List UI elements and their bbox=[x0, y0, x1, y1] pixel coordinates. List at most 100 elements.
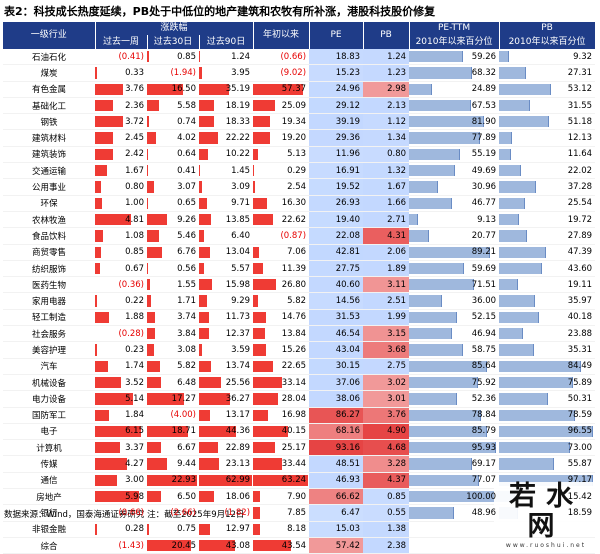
cell-week: 3.00 bbox=[95, 472, 147, 488]
cell-ytd: 57.37 bbox=[253, 81, 309, 97]
cell-value: 0.33 bbox=[125, 68, 144, 78]
industry-name: 公用事业 bbox=[3, 179, 95, 195]
cell-value: 44.36 bbox=[226, 426, 250, 436]
cell-value: 27.31 bbox=[568, 68, 592, 78]
cell-pb: 1.24 bbox=[363, 49, 409, 65]
cell-value: 1.67 bbox=[125, 166, 144, 176]
change-bar bbox=[253, 149, 257, 160]
change-bar bbox=[95, 67, 97, 78]
cell-d30: 5.58 bbox=[147, 97, 199, 113]
industry-name: 国防军工 bbox=[3, 407, 95, 423]
cell-pb-pct: 27.89 bbox=[499, 228, 595, 244]
cell-pb-pct: 75.89 bbox=[499, 374, 595, 390]
cell-pb: 2.71 bbox=[363, 211, 409, 227]
cell-d90: 5.57 bbox=[199, 260, 253, 276]
cell-d30: 9.26 bbox=[147, 211, 199, 227]
cell-value: 3.68 bbox=[387, 345, 406, 355]
cell-pe: 16.91 bbox=[309, 163, 363, 179]
cell-pb-pct: 53.12 bbox=[499, 81, 595, 97]
change-bar bbox=[253, 279, 276, 290]
cell-pe-pct: 59.26 bbox=[409, 49, 499, 65]
change-bar bbox=[147, 312, 155, 323]
cell-pe: 42.81 bbox=[309, 244, 363, 260]
cell-pe: 26.93 bbox=[309, 195, 363, 211]
cell-pe: 30.15 bbox=[309, 358, 363, 374]
cell-value: 10.22 bbox=[226, 149, 250, 159]
cell-value: 68.16 bbox=[336, 426, 360, 436]
cell-pe-pct: 9.13 bbox=[409, 211, 499, 227]
cell-d30: 0.74 bbox=[147, 114, 199, 130]
cell-value: 48.96 bbox=[472, 508, 496, 518]
cell-value: 77.07 bbox=[472, 475, 496, 485]
cell-pe: 46.93 bbox=[309, 472, 363, 488]
cell-value: 75.92 bbox=[472, 378, 496, 388]
change-bar bbox=[253, 393, 278, 404]
cell-week: 0.85 bbox=[95, 244, 147, 260]
cell-week: 0.67 bbox=[95, 260, 147, 276]
cell-d90: 6.40 bbox=[199, 228, 253, 244]
change-bar bbox=[147, 328, 155, 339]
cell-d90: 11.73 bbox=[199, 309, 253, 325]
cell-pe-pct: 49.69 bbox=[409, 163, 499, 179]
industry-name: 美容护理 bbox=[3, 342, 95, 358]
industry-name: 建筑装饰 bbox=[3, 146, 95, 162]
change-bar bbox=[199, 214, 211, 225]
industry-name: 环保 bbox=[3, 195, 95, 211]
cell-value: 52.15 bbox=[472, 312, 496, 322]
cell-value: 7.06 bbox=[287, 247, 306, 257]
cell-value: 46.93 bbox=[336, 475, 360, 485]
cell-pe-pct: 77.07 bbox=[409, 472, 499, 488]
cell-value: 93.16 bbox=[336, 443, 360, 453]
cell-ytd: 25.17 bbox=[253, 440, 309, 456]
cell-pe: 14.56 bbox=[309, 293, 363, 309]
cell-week: 0.22 bbox=[95, 293, 147, 309]
cell-value: 43.60 bbox=[568, 264, 592, 274]
cell-pb-pct: 40.18 bbox=[499, 309, 595, 325]
cell-pb: 1.12 bbox=[363, 114, 409, 130]
cell-pb: 1.32 bbox=[363, 163, 409, 179]
cell-ytd: 26.80 bbox=[253, 277, 309, 293]
change-bar bbox=[199, 51, 200, 62]
cell-value: 28.04 bbox=[282, 394, 306, 404]
header-change-group: 涨跌幅 bbox=[95, 22, 253, 35]
cell-value: 3.28 bbox=[387, 459, 406, 469]
header-industry: 一级行业 bbox=[3, 22, 95, 49]
change-bar bbox=[253, 361, 273, 372]
cell-value: 18.83 bbox=[336, 52, 360, 62]
cell-ytd: 63.24 bbox=[253, 472, 309, 488]
header-week: 过去一周 bbox=[95, 35, 147, 49]
cell-pe-pct: 100.00 bbox=[409, 489, 499, 505]
cell-value: 0.75 bbox=[177, 524, 196, 534]
cell-pe-pct: 71.51 bbox=[409, 277, 499, 293]
cell-week: (1.43) bbox=[95, 537, 147, 553]
change-bar bbox=[253, 344, 266, 355]
cell-pe: 29.36 bbox=[309, 130, 363, 146]
cell-ytd: 33.44 bbox=[253, 456, 309, 472]
cell-value: 43.08 bbox=[226, 541, 250, 551]
cell-d90: 44.36 bbox=[199, 423, 253, 439]
cell-value: 0.55 bbox=[387, 508, 406, 518]
cell-pe-pct: 89.21 bbox=[409, 244, 499, 260]
cell-value: 43.04 bbox=[336, 345, 360, 355]
cell-week: 1.84 bbox=[95, 407, 147, 423]
change-bar bbox=[95, 230, 103, 241]
cell-pb-pct: 35.31 bbox=[499, 342, 595, 358]
cell-value: 19.20 bbox=[282, 133, 306, 143]
cell-pe: 37.06 bbox=[309, 374, 363, 390]
cell-pe-pct: 46.94 bbox=[409, 326, 499, 342]
percentile-bar bbox=[409, 51, 463, 62]
cell-value: 23.88 bbox=[568, 329, 592, 339]
cell-value: 42.81 bbox=[336, 247, 360, 257]
cell-value: 1.12 bbox=[387, 117, 406, 127]
cell-value: 96.55 bbox=[568, 426, 592, 436]
change-bar bbox=[199, 67, 202, 78]
cell-pe: 29.12 bbox=[309, 97, 363, 113]
cell-d30: 3.08 bbox=[147, 342, 199, 358]
percentile-bar bbox=[499, 295, 535, 306]
cell-pb: 0.55 bbox=[363, 505, 409, 521]
